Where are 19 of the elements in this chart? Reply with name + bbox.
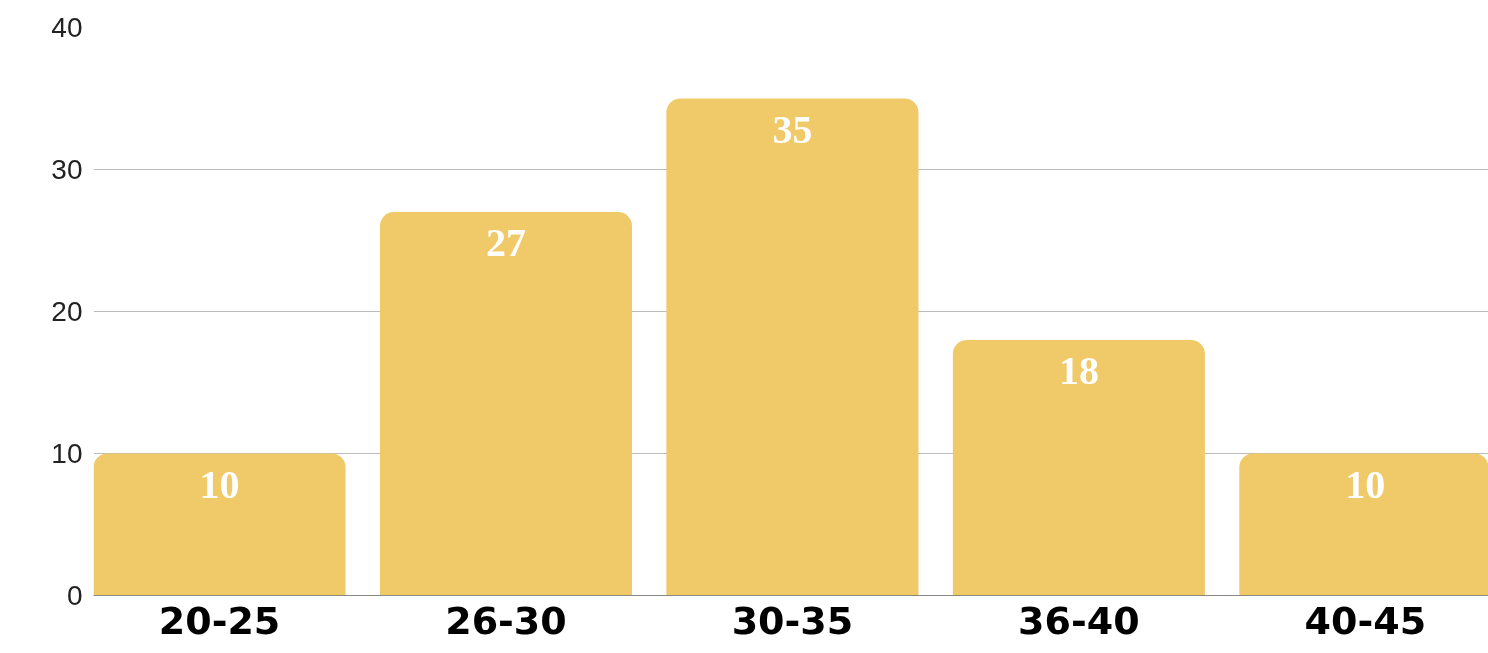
bar [666, 98, 919, 596]
data-label: 18 [1058, 347, 1099, 393]
data-label: 35 [772, 106, 813, 152]
x-tick-label: 20-25 [158, 598, 281, 643]
x-tick-label: 30-35 [731, 598, 854, 643]
bar [379, 212, 633, 596]
y-tick-label: 0 [66, 580, 83, 611]
bar [93, 453, 346, 596]
y-tick-label: 40 [51, 12, 83, 43]
data-label: 10 [199, 461, 240, 507]
x-tick-label: 26-30 [445, 598, 567, 643]
x-tick-label: 36-40 [1018, 598, 1140, 643]
x-tick-label: 40-45 [1304, 598, 1427, 643]
data-label: 10 [1345, 461, 1386, 507]
data-label: 27 [485, 220, 526, 266]
y-tick-label: 30 [51, 154, 83, 185]
y-tick-label: 20 [51, 296, 83, 327]
bar [952, 339, 1205, 596]
y-tick-label: 10 [51, 438, 83, 469]
